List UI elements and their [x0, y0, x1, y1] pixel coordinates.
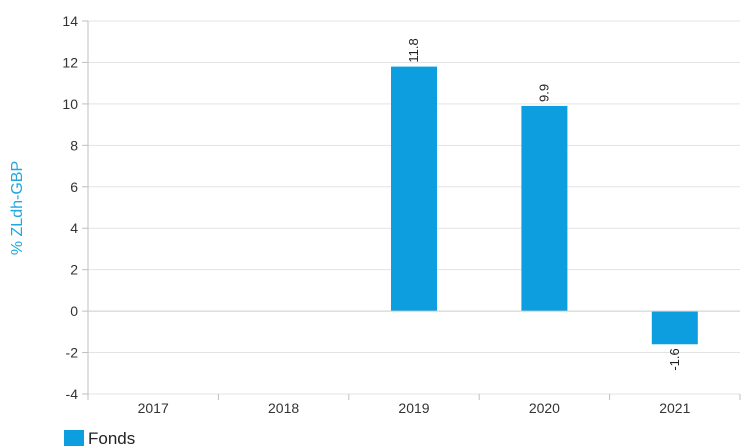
y-tick-label: 0: [70, 303, 78, 319]
x-tick-label: 2020: [529, 400, 560, 416]
x-tick-label: 2019: [398, 400, 429, 416]
bar: [391, 66, 437, 312]
data-label: 9.9: [536, 84, 551, 102]
legend-label: Fonds: [88, 428, 136, 446]
y-tick-label: 8: [70, 137, 78, 153]
y-tick-label: 6: [70, 179, 78, 195]
y-tick-label: 4: [70, 220, 78, 236]
y-axis-label: % ZLdh-GBP: [9, 160, 26, 256]
y-tick-label: -2: [66, 345, 79, 361]
x-tick-label: 2018: [268, 400, 299, 416]
legend-swatch: [64, 429, 84, 446]
legend: Fonds: [64, 428, 135, 446]
bar: [521, 105, 568, 312]
bar: [651, 311, 698, 345]
data-label: 11.8: [406, 38, 421, 62]
y-tick-label: -4: [66, 386, 79, 402]
y-tick-label: 12: [62, 54, 78, 70]
y-tick-label: 10: [62, 96, 78, 112]
y-tick-label: 2: [70, 262, 78, 278]
x-tick-label: 2017: [138, 400, 169, 416]
x-tick-label: 2021: [659, 400, 690, 416]
data-label: -1.6: [667, 348, 682, 370]
y-tick-label: 14: [62, 13, 78, 29]
